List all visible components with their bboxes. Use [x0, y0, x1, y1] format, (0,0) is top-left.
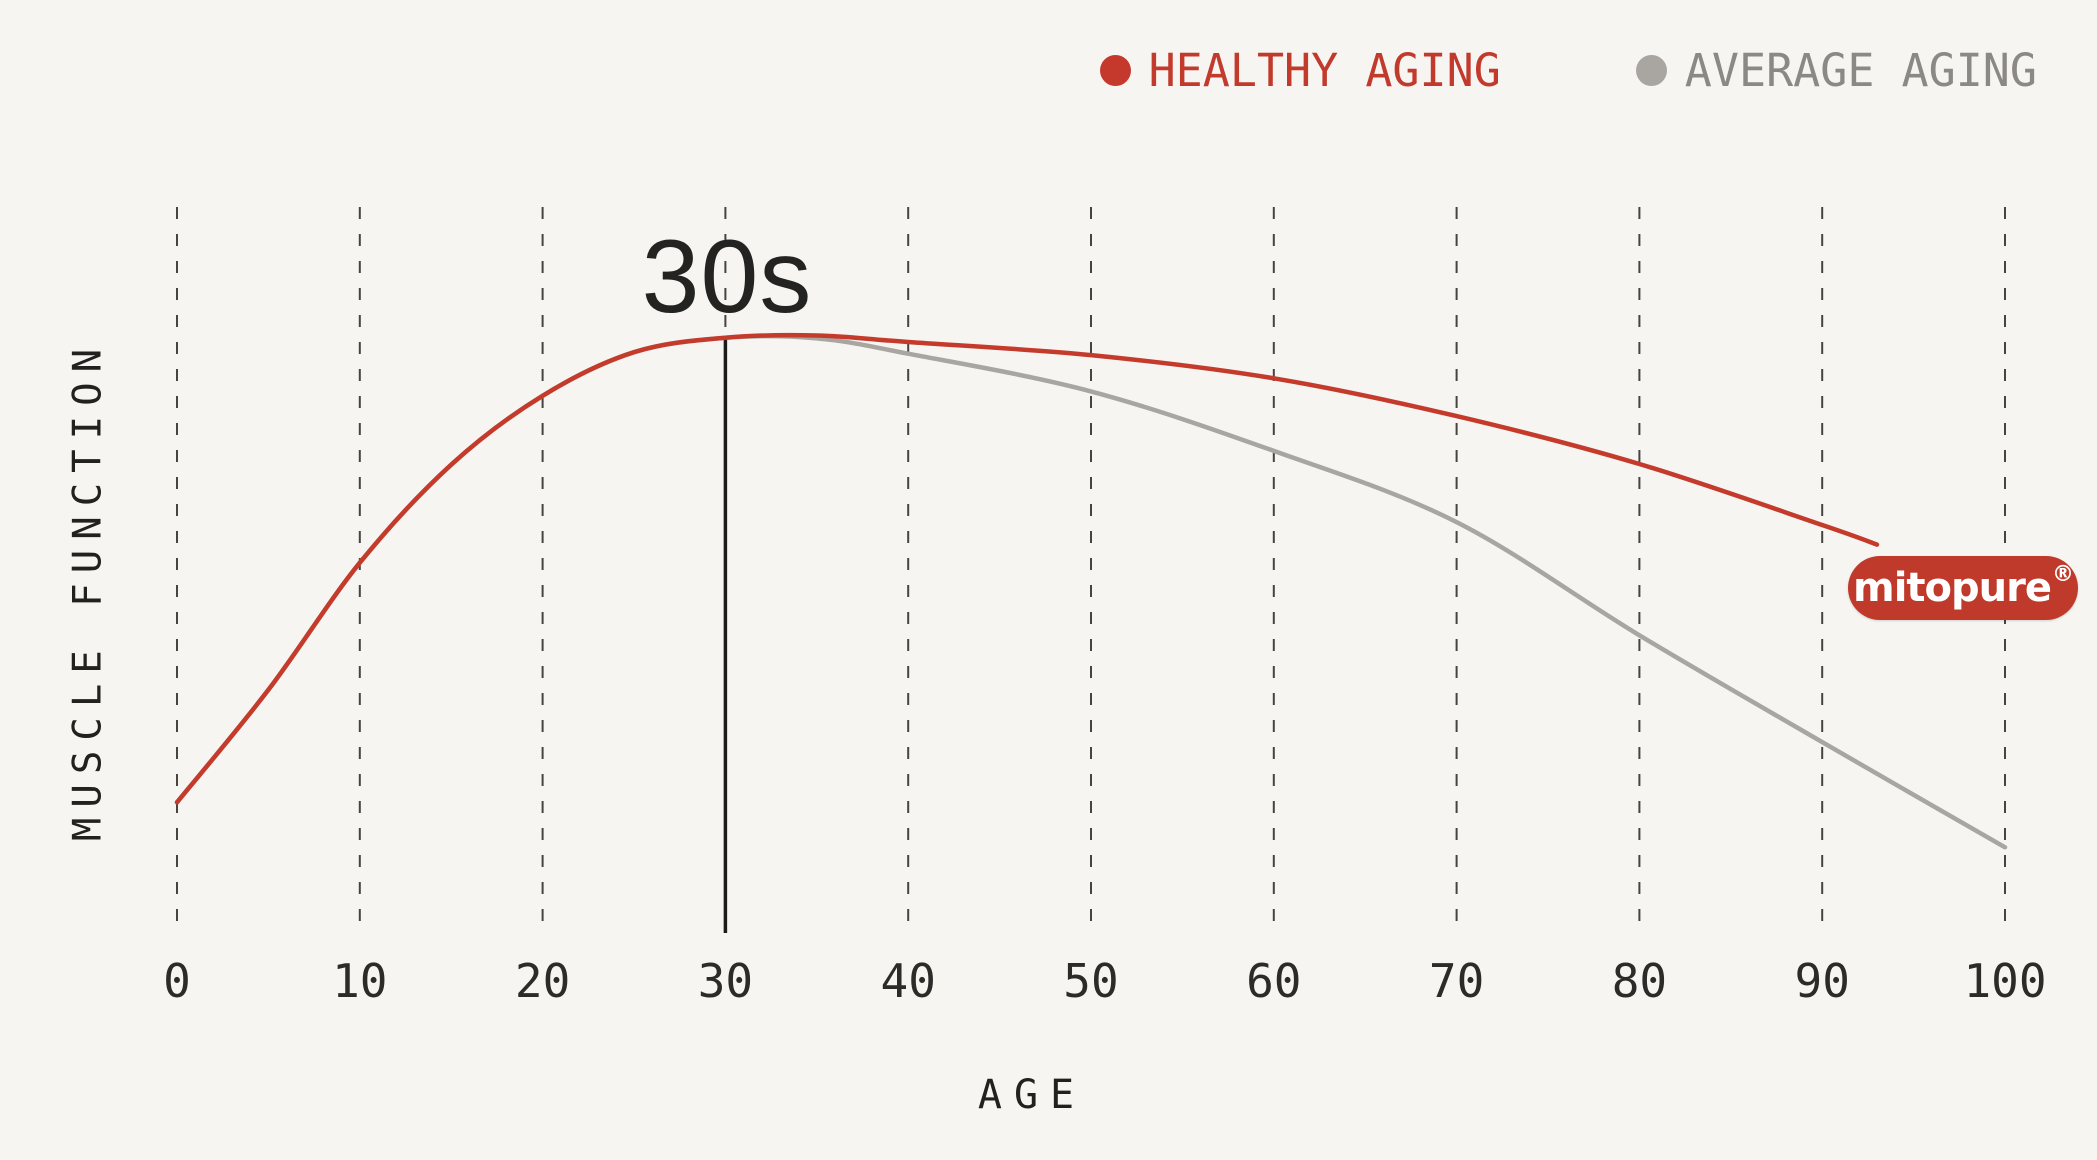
healthy-aging-curve: [174, 332, 1880, 805]
y-axis-label: MUSCLE FUNCTION: [65, 338, 111, 842]
legend-item-average-aging: AVERAGE AGING: [1635, 44, 2037, 97]
x-axis-label: AGE: [977, 1072, 1087, 1118]
legend-label-healthy-aging: HEALTHY AGING: [1148, 44, 1501, 97]
x-tick-label-20: 20: [515, 954, 570, 1008]
x-tick-label-60: 60: [1246, 954, 1301, 1008]
x-tick-label-70: 70: [1429, 954, 1484, 1008]
x-tick-label-40: 40: [881, 954, 936, 1008]
registered-trademark-icon: ®: [2051, 562, 2074, 587]
x-tick-label-90: 90: [1795, 954, 1850, 1008]
x-tick-label-10: 10: [332, 954, 387, 1008]
x-tick-label-100: 100: [1963, 954, 2046, 1008]
healthy-aging-dot-icon: [1099, 55, 1131, 86]
average-aging-dot-icon: [1635, 55, 1667, 86]
legend-label-average-aging: AVERAGE AGING: [1684, 44, 2037, 97]
x-tick-label-50: 50: [1063, 954, 1118, 1008]
mitopure-logo-text: mitopure: [1853, 565, 2052, 611]
legend-item-healthy-aging: HEALTHY AGING: [1099, 44, 1501, 97]
x-tick-label-80: 80: [1612, 954, 1667, 1008]
legend: HEALTHY AGING AVERAGE AGING: [1099, 44, 2037, 97]
x-tick-label-0: 0: [163, 954, 191, 1008]
mitopure-badge: mitopure ®: [1848, 556, 2078, 620]
vertical-gridlines: [176, 207, 2006, 933]
x-tick-labels: 0 10 20 30 40 50 60 70 80 90 100: [163, 954, 2046, 1008]
peak-age-annotation: 30s: [641, 219, 813, 335]
x-tick-label-30: 30: [698, 954, 753, 1008]
